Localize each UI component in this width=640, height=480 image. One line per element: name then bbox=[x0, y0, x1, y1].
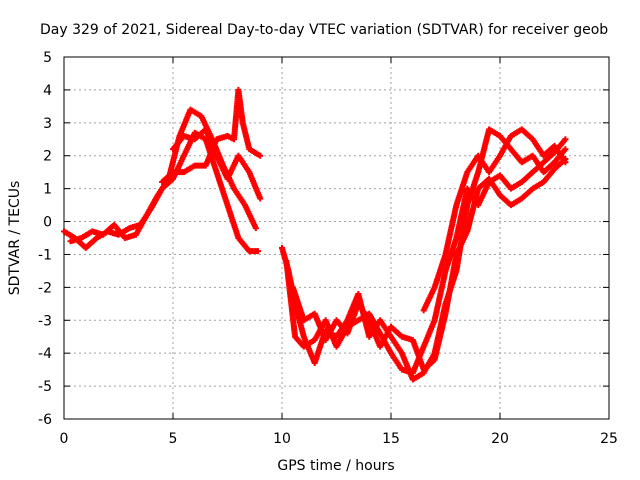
y-tick-label: 0 bbox=[43, 215, 52, 231]
x-tick-label: 10 bbox=[273, 431, 291, 447]
x-tick-label: 15 bbox=[382, 431, 400, 447]
y-axis-label: SDTVAR / TECUs bbox=[7, 181, 23, 296]
data-point bbox=[562, 159, 569, 166]
grid-lines bbox=[64, 57, 609, 419]
data-point bbox=[252, 225, 259, 232]
y-tick-label: -6 bbox=[38, 412, 52, 428]
y-tick-label: 4 bbox=[43, 83, 52, 99]
chart-title: Day 329 of 2021, Sidereal Day-to-day VTE… bbox=[40, 22, 608, 38]
data-point bbox=[257, 152, 264, 159]
data-point bbox=[562, 146, 569, 153]
y-tick-label: 3 bbox=[43, 116, 52, 132]
series-track-7 bbox=[289, 156, 569, 373]
plot-frame bbox=[63, 56, 610, 420]
x-tick-label: 20 bbox=[491, 431, 509, 447]
y-tick-labels: 5 4 3 2 1 0 -1 -2 -3 -4 -5 -6 bbox=[38, 50, 52, 428]
x-tick-labels: 0 5 10 15 20 25 bbox=[60, 431, 618, 447]
y-tick-label: 1 bbox=[43, 182, 52, 198]
y-tick-label: 5 bbox=[43, 50, 52, 66]
y-tick-label: -1 bbox=[38, 247, 52, 263]
y-tick-label: -3 bbox=[38, 313, 52, 329]
data-marks bbox=[61, 86, 569, 383]
data-point bbox=[255, 248, 262, 255]
x-axis-label: GPS time / hours bbox=[277, 458, 394, 474]
x-tick-label: 5 bbox=[169, 431, 178, 447]
series-track-3 bbox=[159, 86, 264, 186]
series-track-4 bbox=[170, 126, 264, 202]
data-point bbox=[562, 136, 569, 143]
y-tick-label: -5 bbox=[38, 379, 52, 395]
data-point bbox=[257, 195, 264, 202]
y-tick-label: 2 bbox=[43, 149, 52, 165]
y-tick-label: -4 bbox=[38, 346, 52, 362]
axis-ticks bbox=[63, 56, 610, 420]
x-tick-label: 0 bbox=[60, 431, 69, 447]
y-tick-label: -2 bbox=[38, 280, 52, 296]
series-track-8 bbox=[420, 126, 569, 314]
x-tick-label: 25 bbox=[600, 431, 618, 447]
